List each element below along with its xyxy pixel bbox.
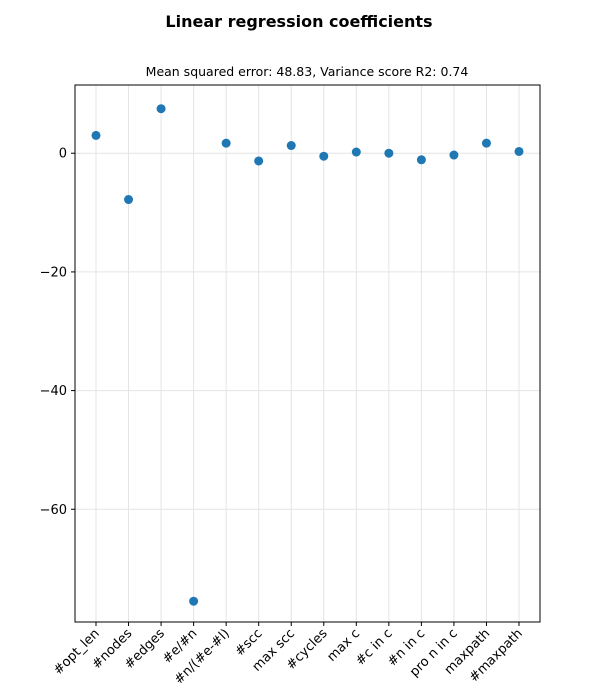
x-axis: #opt_len#nodes#edges#e/#n#n/(#e-#l) #sccm…	[51, 622, 526, 688]
data-point	[481, 138, 491, 148]
data-point	[254, 156, 264, 166]
y-tick-label: −20	[40, 265, 67, 280]
grid-lines	[75, 85, 540, 622]
data-point	[189, 596, 199, 606]
y-tick-label: 0	[59, 147, 67, 162]
data-point	[416, 155, 426, 165]
data-point	[91, 130, 101, 140]
data-point	[514, 146, 524, 156]
y-tick-label: −40	[40, 384, 67, 399]
data-point	[124, 195, 134, 205]
data-points	[91, 104, 524, 606]
data-point	[286, 141, 296, 151]
data-point	[449, 150, 459, 160]
y-tick-label: −60	[40, 503, 67, 518]
data-point	[351, 147, 361, 157]
data-point	[319, 151, 329, 161]
chart-subtitle: Mean squared error: 48.83, Variance scor…	[146, 64, 469, 79]
data-point	[384, 148, 394, 158]
y-axis: 0 −20 −40 −60	[40, 147, 75, 518]
chart-title: Linear regression coefficients	[165, 12, 432, 31]
plot-frame	[74, 84, 541, 623]
data-point	[156, 104, 166, 114]
x-tick-label: #opt_len	[51, 626, 103, 678]
data-point	[221, 138, 231, 148]
